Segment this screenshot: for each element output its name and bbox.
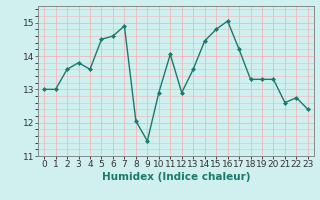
- X-axis label: Humidex (Indice chaleur): Humidex (Indice chaleur): [102, 172, 250, 182]
